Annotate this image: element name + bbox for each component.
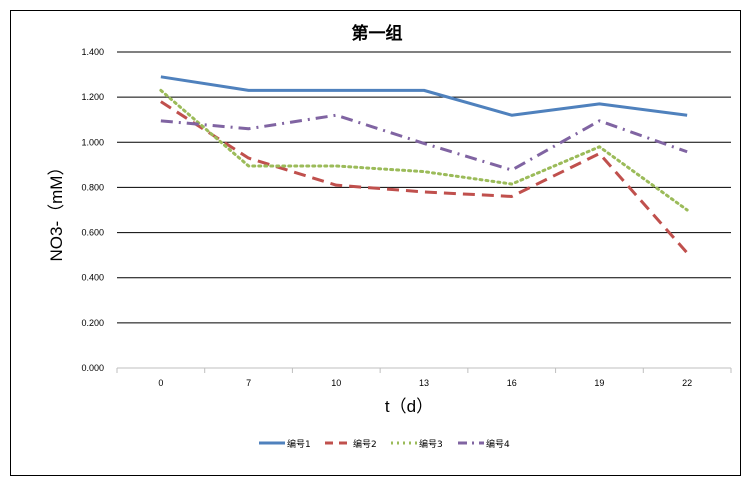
legend-label-3: 编号3 <box>419 438 443 450</box>
legend-label-4: 编号4 <box>486 438 510 450</box>
x-tick-label: 16 <box>507 378 517 388</box>
series-line-3 <box>159 88 689 212</box>
x-tick-label: 13 <box>419 378 429 388</box>
y-tick-label: 1.000 <box>81 137 104 147</box>
y-tick-label: 1.400 <box>81 47 104 57</box>
y-tick-label: 1.200 <box>81 92 104 102</box>
y-tick-label: 0.600 <box>81 228 104 238</box>
x-tick-label: 7 <box>246 378 251 388</box>
y-tick-label: 0.000 <box>81 363 104 373</box>
legend-label-1: 编号1 <box>287 438 311 450</box>
y-tick-label: 0.400 <box>81 273 104 283</box>
y-axis-label: NO3-（mM） <box>47 159 66 262</box>
x-axis-label: t（d） <box>385 397 433 416</box>
series-line-4 <box>160 113 688 172</box>
x-tick-label: 10 <box>331 378 341 388</box>
x-tick-label: 0 <box>158 378 163 388</box>
chart-title: 第一组 <box>352 23 403 44</box>
chart-frame <box>10 10 741 476</box>
y-tick-label: 0.800 <box>81 182 104 192</box>
y-tick-label: 0.200 <box>81 318 104 328</box>
x-tick-label: 19 <box>594 378 604 388</box>
series-line-1 <box>160 75 688 117</box>
legend-label-2: 编号2 <box>353 438 377 450</box>
series-line-2 <box>160 100 689 254</box>
x-tick-label: 22 <box>682 378 692 388</box>
